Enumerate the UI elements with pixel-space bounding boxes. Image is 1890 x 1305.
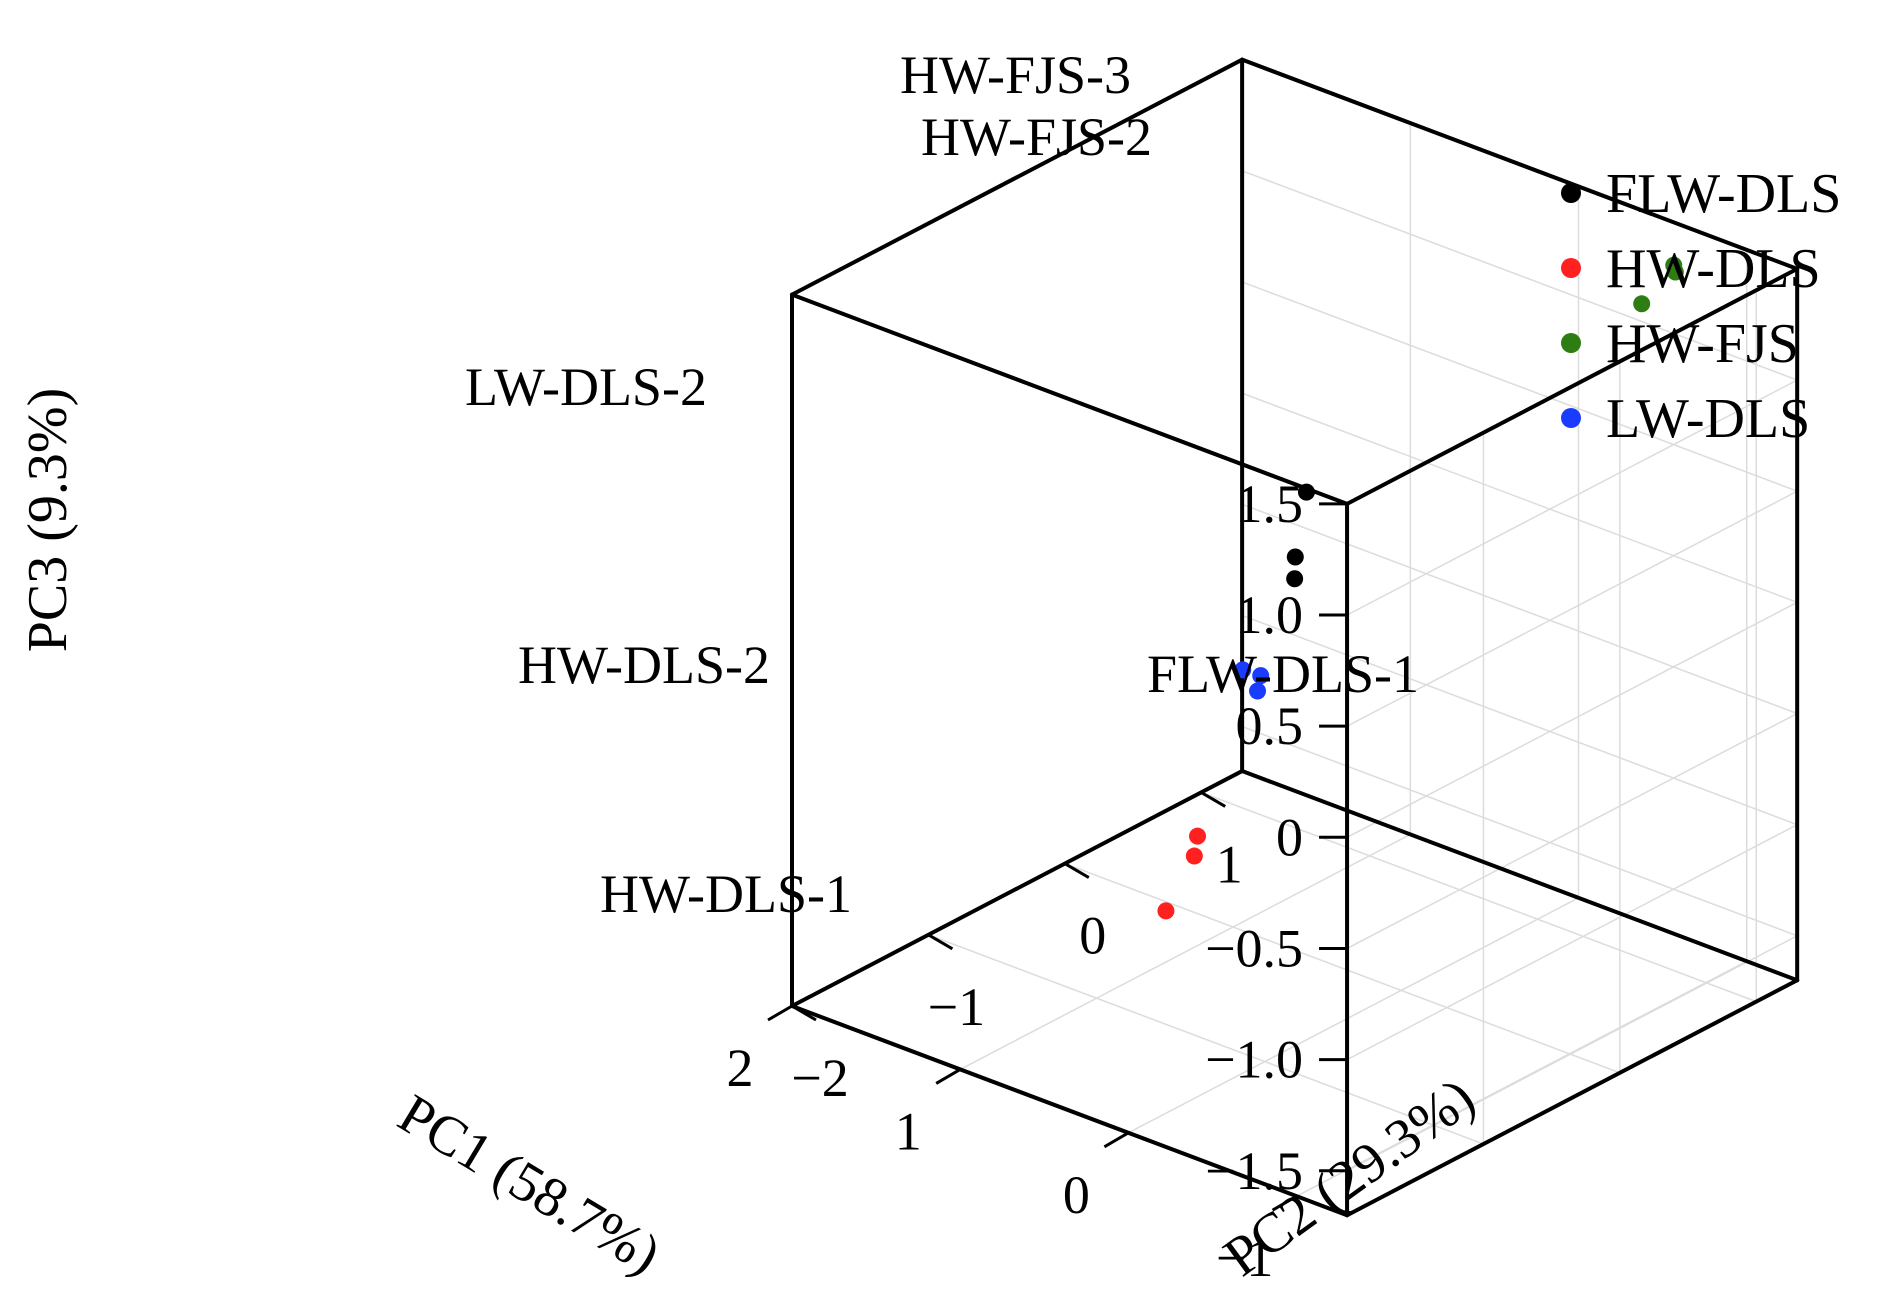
point-hw-dls [1157,902,1175,920]
point-flw-dls [1286,548,1304,566]
point-lw-dls [1249,682,1267,700]
grid-line [1241,725,1798,937]
frame-edge [1345,266,1800,506]
pc2-tick [791,1004,817,1022]
grid-line [1064,862,1621,1074]
pc1-tick-label: −1 [1216,1228,1273,1288]
pc2-tick [927,933,954,951]
point-hw-fjs [1633,295,1651,313]
legend: FLW-DLS HW-DLS HW-FJS LW-DLS [1561,163,1841,450]
pc3-axis-title: PC3 (9.3%) [17,388,79,652]
frame-edge [1345,978,1800,1218]
pc2-axis-ticks: −2 −1 0 1 [791,791,1243,1108]
legend-label-hw-fjs: HW-FJS [1606,313,1799,375]
pc2-tick-label: 0 [1079,906,1106,966]
point-lw-dls [1234,661,1252,679]
frame-edge [1240,57,1800,271]
pc2-tick [1064,862,1090,879]
point-label-hw-dls-1: HW-DLS-1 [600,864,852,924]
grid-line [1346,935,1798,1172]
legend-label-flw-dls: FLW-DLS [1606,163,1841,225]
legend-marker-lw-dls [1561,408,1581,428]
frame-edge [1240,769,1800,983]
pc1-tick-label: 0 [1063,1165,1090,1225]
pc3-tick-label: 1.0 [1236,585,1304,645]
grid-line [1241,503,1798,715]
grid-line [1128,897,1579,1134]
point-hw-fjs [1665,256,1683,274]
legend-marker-flw-dls [1561,183,1581,203]
pc3-tick-label: 1.5 [1236,474,1304,534]
pc1-tick [767,1004,793,1022]
pc2-tick [1200,791,1226,808]
pc3-tick-label: 0 [1276,807,1303,867]
legend-label-hw-dls: HW-DLS [1606,238,1821,300]
grid-line [959,833,1411,1071]
pc3-tick-label: −0.5 [1205,918,1303,978]
point-label-hw-fjs-2: HW-FJS-2 [921,107,1152,167]
pc1-tick-label: 2 [727,1038,754,1098]
pc1-axis-title: PC1 (58.7%) [388,1083,671,1287]
grid-line [1346,490,1798,727]
legend-label-lw-dls: LW-DLS [1606,388,1810,450]
frame-edge [790,57,1245,297]
frame-edge [790,1004,1350,1218]
point-label-flw-dls-1: FLW-DLS-1 [1147,644,1419,704]
grid-line [1296,960,1748,1197]
point-label-lw-dls-2: LW-DLS-2 [465,357,707,417]
pc2-tick-label: −1 [928,977,985,1037]
point-label-hw-fjs-3: HW-FJS-3 [900,45,1131,105]
point-hw-dls [1185,847,1203,865]
point-flw-dls [1297,483,1315,501]
pc3-axis-ticks: 1.5 1.0 0.5 0 −0.5 −1.0 −1.5 [1205,474,1348,1201]
grid-line [1346,712,1798,950]
grid-line [1346,601,1798,838]
pc1-tick [935,1068,961,1085]
pc3-tick-label: −1.5 [1205,1141,1303,1201]
pc1-tick [1271,1194,1298,1212]
grid-line [1241,281,1798,492]
pc1-axis-ticks: −1 0 1 2 [727,1004,1298,1288]
pc2-tick-label: −2 [791,1048,848,1108]
grid-line [1346,823,1798,1061]
pc2-tick-label: 1 [1216,834,1243,894]
pc1-tick [1103,1131,1130,1149]
legend-marker-hw-fjs [1561,333,1581,353]
pc3-tick-label: −1.0 [1205,1030,1303,1090]
point-hw-dls [1189,827,1207,845]
grid-line [1241,614,1798,826]
grid-line [1241,392,1798,604]
grid-line [1200,791,1757,1003]
point-label-hw-dls-2: HW-DLS-2 [518,635,770,695]
grid-line [1346,379,1798,616]
grid-line [928,934,1484,1145]
pc3-tick-label: 0.5 [1236,696,1304,756]
plot-box-frame [790,57,1800,1218]
grid-line [1241,170,1798,381]
point-flw-dls [1286,570,1304,588]
point-lw-dls [1252,667,1270,685]
data-points [1157,256,1684,920]
frame-edge [790,292,1350,506]
frame-edge [790,769,1245,1008]
legend-marker-hw-dls [1561,258,1581,278]
pc1-tick-label: 1 [895,1101,922,1161]
